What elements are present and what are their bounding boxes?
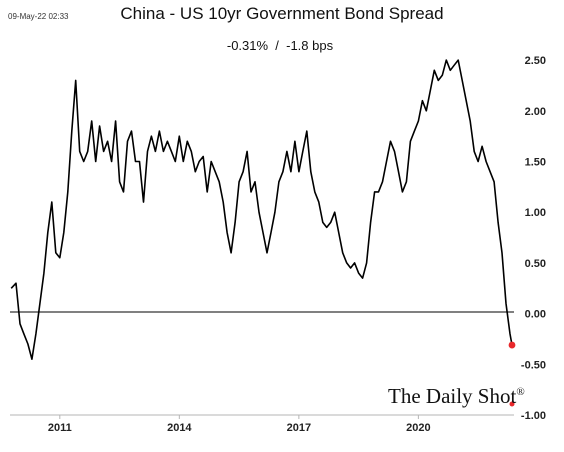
brand-name: The Daily Shot xyxy=(388,384,517,408)
spread-series-line xyxy=(10,59,513,360)
x-axis-ticks: 2011 2014 2017 2020 xyxy=(48,415,431,434)
x-tick-label: 2011 xyxy=(48,422,72,434)
y-tick-label: -1.00 xyxy=(521,410,546,422)
chart-title: China - US 10yr Government Bond Spread xyxy=(120,4,444,23)
brand-dot xyxy=(509,401,515,407)
y-tick-label: 0.00 xyxy=(525,309,546,321)
y-tick-label: 2.50 xyxy=(525,55,546,67)
y-axis-ticks: 2.50 2.00 1.50 1.00 0.50 0.00 -0.50 -1.00 xyxy=(521,55,546,422)
x-tick-label: 2020 xyxy=(406,422,430,434)
y-tick-label: -0.50 xyxy=(521,359,546,371)
y-tick-label: 1.50 xyxy=(525,157,546,169)
y-tick-label: 0.50 xyxy=(525,258,546,270)
x-tick-label: 2017 xyxy=(287,422,311,434)
x-tick-label: 2014 xyxy=(167,422,192,434)
last-value-marker xyxy=(508,341,516,349)
chart-subtitle: -0.31% / -1.8 bps xyxy=(226,38,334,53)
y-tick-label: 1.00 xyxy=(525,207,546,219)
y-tick-label: 2.00 xyxy=(525,106,546,118)
brand-logo: The Daily Shot® xyxy=(388,384,525,409)
brand-registered-mark: ® xyxy=(516,386,525,398)
timestamp: 09-May-22 02:33 xyxy=(8,12,69,21)
